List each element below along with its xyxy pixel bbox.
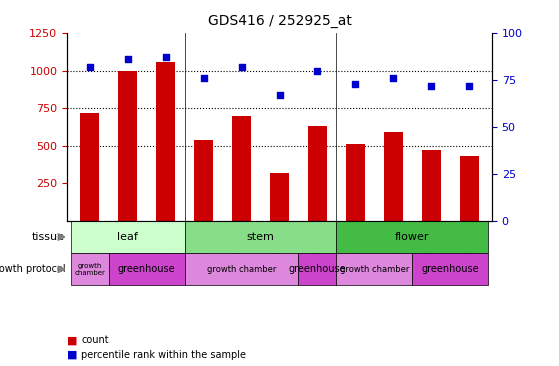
Bar (270, 173, 289, 221)
Bar (459, 156, 479, 221)
Point (313, 68, 322, 74)
Text: growth chamber: growth chamber (207, 265, 276, 274)
Point (161, 55, 170, 60)
Text: growth chamber: growth chamber (340, 265, 409, 274)
Title: GDS416 / 252925_at: GDS416 / 252925_at (207, 14, 352, 28)
Point (427, 83, 435, 89)
Bar (232, 116, 251, 221)
Text: ■: ■ (67, 350, 78, 360)
Text: percentile rank within the sample: percentile rank within the sample (81, 350, 246, 360)
Bar (421, 150, 440, 221)
Point (199, 75, 208, 81)
Bar (308, 126, 327, 221)
Text: leaf: leaf (117, 232, 138, 242)
FancyBboxPatch shape (413, 253, 488, 285)
Point (275, 92, 284, 98)
Point (389, 75, 398, 81)
FancyBboxPatch shape (109, 253, 184, 285)
FancyBboxPatch shape (71, 221, 184, 253)
Text: flower: flower (395, 232, 429, 242)
Bar (80, 113, 100, 221)
Text: tissue: tissue (32, 232, 65, 242)
Bar (194, 140, 213, 221)
Text: growth protocol: growth protocol (0, 264, 65, 274)
Text: greenhouse: greenhouse (421, 264, 479, 274)
Text: ■: ■ (67, 335, 78, 346)
Point (237, 64, 246, 70)
FancyBboxPatch shape (184, 253, 299, 285)
Text: greenhouse: greenhouse (288, 264, 346, 274)
FancyBboxPatch shape (71, 253, 109, 285)
Bar (346, 144, 365, 221)
Point (465, 83, 473, 89)
Text: count: count (81, 335, 108, 346)
Point (351, 81, 360, 87)
Bar (119, 71, 138, 221)
FancyBboxPatch shape (184, 221, 337, 253)
Text: growth
chamber: growth chamber (74, 263, 105, 276)
FancyBboxPatch shape (337, 221, 488, 253)
Text: greenhouse: greenhouse (118, 264, 176, 274)
Point (86, 64, 94, 70)
Text: stem: stem (247, 232, 274, 242)
Bar (156, 61, 175, 221)
FancyBboxPatch shape (299, 253, 337, 285)
Bar (384, 132, 403, 221)
Point (124, 56, 132, 62)
FancyBboxPatch shape (337, 253, 413, 285)
